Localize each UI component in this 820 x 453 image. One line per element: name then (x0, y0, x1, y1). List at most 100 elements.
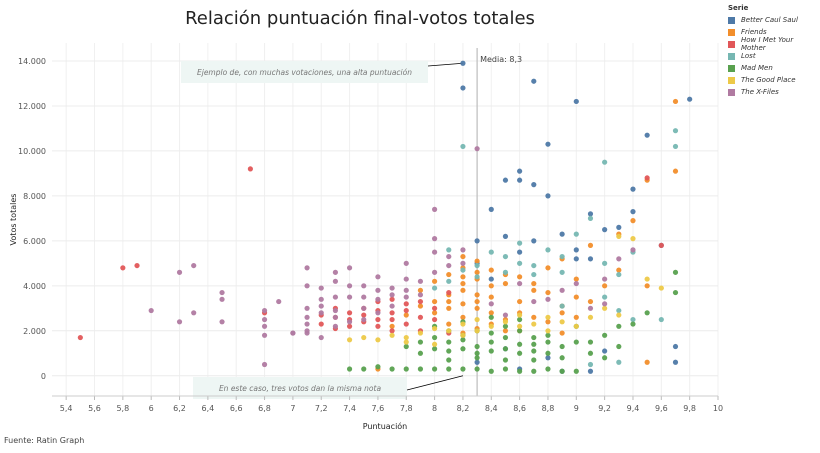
point-mad-men (531, 348, 537, 354)
legend-item-mad-men[interactable]: Mad Men (728, 62, 820, 74)
point-the-x-files (261, 323, 268, 329)
point-the-good-place (375, 337, 381, 343)
point-mad-men (531, 341, 537, 347)
legend-item-the-x-files[interactable]: The X-Files (728, 86, 820, 98)
point-better-caul-saul (474, 238, 480, 244)
point-mad-men (630, 321, 636, 327)
point-the-x-files (346, 283, 353, 289)
x-tick-label: 7,2 (315, 404, 328, 413)
point-friends (431, 278, 438, 284)
point-better-caul-saul (488, 276, 494, 282)
point-lost (616, 359, 622, 365)
point-mad-men (517, 328, 523, 334)
point-the-x-files (375, 287, 381, 293)
point-the-x-files (431, 269, 438, 275)
point-better-caul-saul (616, 224, 622, 230)
legend-item-the-good-place[interactable]: The Good Place (728, 74, 820, 86)
point-how-i-met-your-mother (375, 323, 381, 329)
point-better-caul-saul (602, 348, 608, 354)
point-the-x-files (304, 305, 310, 311)
point-better-caul-saul (474, 359, 480, 365)
legend-item-better-caul-saul[interactable]: Better Caul Saul (728, 14, 820, 26)
point-how-i-met-your-mother (389, 296, 395, 302)
point-the-x-files (502, 312, 509, 318)
point-lost (446, 247, 452, 253)
point-lost (446, 278, 452, 284)
point-the-x-files (375, 274, 381, 280)
legend-item-lost[interactable]: Lost (728, 50, 820, 62)
x-tick-label: 9,2 (598, 404, 611, 413)
point-friends (460, 314, 466, 320)
x-tick-label: 7,8 (400, 404, 413, 413)
x-tick-label: 8,6 (513, 404, 526, 413)
point-the-x-files (361, 305, 367, 311)
legend-item-how-i-met-your-mother[interactable]: How I Met Your Mother (728, 36, 820, 52)
point-lost (559, 303, 565, 309)
point-the-good-place (389, 332, 395, 338)
point-mad-men (403, 343, 409, 350)
point-friends (545, 319, 551, 325)
point-friends (644, 283, 650, 289)
point-friends (474, 269, 480, 275)
point-how-i-met-your-mother (431, 316, 438, 323)
point-mad-men (559, 343, 565, 350)
point-how-i-met-your-mother (389, 328, 395, 334)
point-how-i-met-your-mother (389, 310, 395, 316)
point-the-x-files (417, 292, 424, 298)
x-tick-label: 6 (149, 404, 154, 413)
point-mad-men (616, 343, 622, 350)
point-mad-men (417, 339, 424, 345)
point-the-x-files (219, 296, 225, 302)
point-mad-men (488, 314, 494, 320)
x-tick-label: 8 (432, 404, 437, 413)
point-the-x-files (460, 260, 466, 266)
point-the-good-place (403, 339, 409, 345)
point-better-caul-saul (545, 141, 551, 147)
point-the-x-files (276, 298, 282, 305)
point-mad-men (446, 357, 452, 363)
point-how-i-met-your-mother (375, 316, 381, 323)
point-mad-men (474, 355, 480, 361)
point-friends (460, 280, 466, 287)
point-lost (488, 249, 494, 255)
point-the-x-files (304, 283, 310, 289)
legend-swatch (728, 88, 735, 96)
point-the-x-files (587, 305, 594, 311)
x-tick-label: 6,8 (258, 404, 271, 413)
point-better-caul-saul (644, 132, 650, 138)
point-mad-men (559, 355, 565, 361)
point-the-x-files (361, 294, 367, 300)
point-how-i-met-your-mother (120, 265, 126, 271)
point-lost (474, 274, 480, 280)
point-the-x-files (417, 278, 424, 284)
point-mad-men (446, 366, 452, 372)
x-tick-label: 8,2 (457, 404, 470, 413)
point-friends (431, 310, 438, 316)
point-better-caul-saul (687, 96, 693, 102)
point-the-good-place (474, 316, 480, 323)
point-mad-men (502, 346, 509, 352)
point-the-x-files (361, 316, 367, 323)
point-friends (559, 310, 565, 316)
point-lost (602, 159, 608, 165)
y-tick-label: 2.000 (23, 327, 46, 336)
point-the-x-files (304, 328, 310, 334)
point-mad-men (672, 289, 679, 296)
point-the-good-place (403, 334, 409, 341)
annotation-box (181, 61, 428, 83)
point-the-x-files (332, 314, 339, 320)
legend-item-friends[interactable]: Friends (728, 26, 820, 38)
point-friends (417, 303, 424, 309)
point-how-i-met-your-mother (417, 298, 424, 305)
point-friends (460, 287, 466, 293)
point-the-x-files (261, 361, 268, 368)
annotation-box (193, 377, 407, 399)
point-friends (672, 98, 679, 105)
point-the-good-place (573, 323, 579, 329)
point-the-x-files (403, 287, 409, 293)
point-the-good-place (517, 312, 523, 318)
point-how-i-met-your-mother (389, 316, 395, 323)
point-how-i-met-your-mother (446, 289, 452, 296)
x-tick-label: 6,2 (173, 404, 186, 413)
chart-title: Relación puntuación final-votos totales (185, 8, 535, 29)
